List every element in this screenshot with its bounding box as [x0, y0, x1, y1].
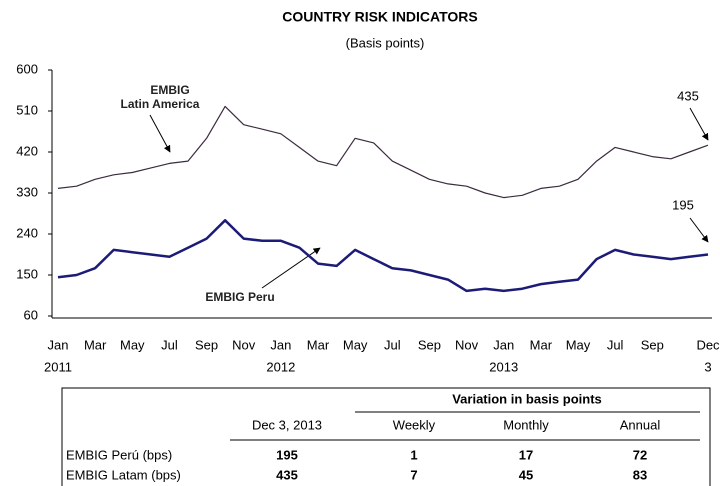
table-row-label: EMBIG Perú (bps) [66, 447, 172, 462]
annotation: EMBIG Peru [205, 290, 274, 304]
x-tick-sublabel: 2013 [489, 359, 518, 374]
annotation: 195 [672, 197, 694, 212]
x-tick-label: Jan [493, 337, 514, 352]
x-tick-label: Sep [195, 337, 218, 352]
x-tick-label: May [566, 337, 591, 352]
x-tick-label: May [343, 337, 368, 352]
table-column-header: Weekly [393, 417, 436, 432]
arrow [689, 217, 709, 243]
x-tick-label: Nov [455, 337, 479, 352]
y-tick-label: 510 [16, 102, 38, 117]
line-series [57, 219, 709, 293]
table-row-label: EMBIG Latam (bps) [66, 467, 181, 482]
x-tick-label: Jul [161, 337, 178, 352]
y-tick-label: 240 [16, 225, 38, 240]
table-cell: 17 [519, 447, 533, 462]
arrow [689, 107, 709, 141]
y-tick-label: 150 [16, 266, 38, 281]
x-tick-label: Mar [84, 337, 107, 352]
line-series [57, 105, 709, 199]
table-cell: 435 [276, 467, 298, 482]
annotation: EMBIG [150, 83, 189, 97]
x-tick-label: Jan [48, 337, 69, 352]
x-tick-label: Sep [641, 337, 664, 352]
chart-title: COUNTRY RISK INDICATORS [282, 9, 478, 25]
x-tick-label: Mar [307, 337, 330, 352]
x-tick-label: Mar [530, 337, 553, 352]
annotation: 435 [677, 88, 699, 103]
table-column-header: Annual [620, 417, 661, 432]
x-tick-sublabel: 3 [704, 359, 711, 374]
table-cell: 7 [410, 467, 417, 482]
chart-subtitle: (Basis points) [346, 35, 425, 50]
x-tick-label: Sep [418, 337, 441, 352]
arrow [261, 247, 321, 289]
table-cell: 1 [410, 447, 417, 462]
annotation: Latin America [121, 97, 200, 111]
x-tick-label: Jul [384, 337, 401, 352]
x-tick-label: Dec [696, 337, 720, 352]
table-frame [61, 387, 711, 486]
table-column-header: Monthly [503, 417, 549, 432]
table-cell: 72 [633, 447, 647, 462]
table-cell: 195 [276, 447, 298, 462]
table-group-header: Variation in basis points [452, 391, 602, 406]
x-tick-label: Nov [232, 337, 256, 352]
x-tick-label: Jan [270, 337, 291, 352]
y-tick-label: 60 [24, 307, 38, 322]
x-tick-label: Jul [607, 337, 624, 352]
y-tick-label: 330 [16, 184, 38, 199]
table-column-header: Dec 3, 2013 [252, 417, 322, 432]
y-tick-label: 600 [16, 61, 38, 76]
x-tick-label: May [120, 337, 145, 352]
table-cell: 45 [519, 467, 533, 482]
table-cell: 83 [633, 467, 647, 482]
x-tick-sublabel: 2011 [44, 359, 72, 374]
arrow [149, 114, 171, 153]
x-tick-sublabel: 2012 [266, 359, 295, 374]
y-tick-label: 420 [16, 143, 38, 158]
